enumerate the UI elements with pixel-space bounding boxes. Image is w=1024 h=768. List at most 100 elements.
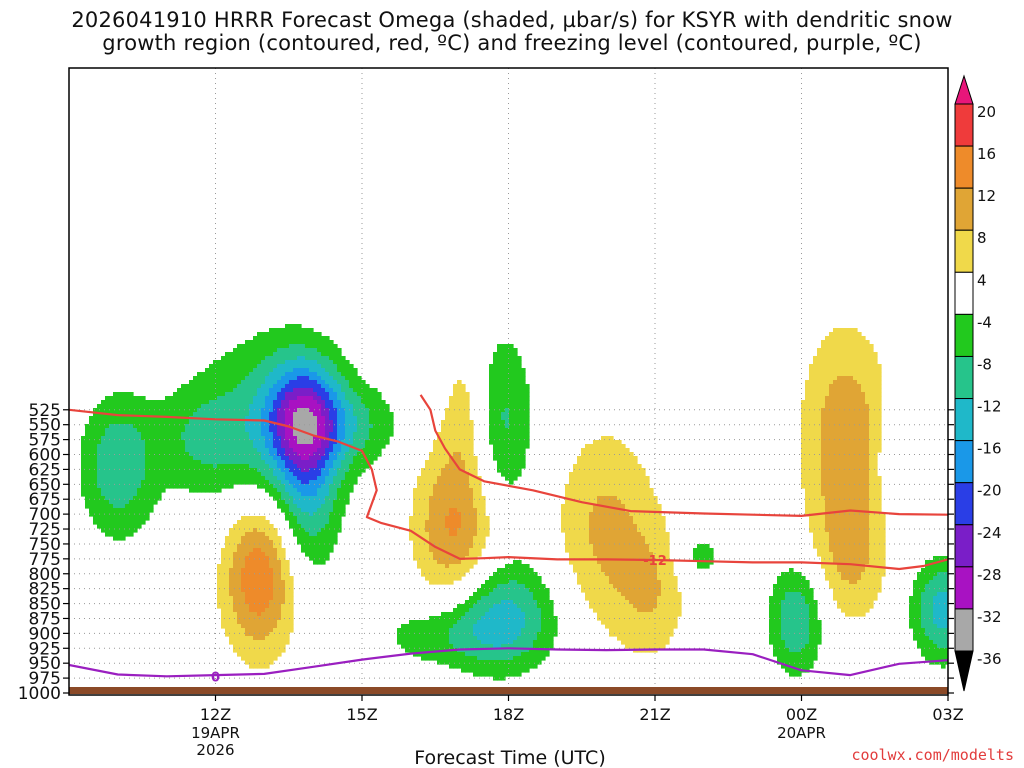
omega-cell [141,484,146,489]
omega-cell [341,408,346,413]
omega-cell [517,620,522,625]
omega-cell [513,404,518,409]
omega-cell [225,456,230,461]
omega-cell [505,444,510,449]
omega-cell [421,640,426,645]
omega-cell [245,400,250,405]
omega-cell [153,428,158,433]
omega-cell [349,456,354,461]
omega-cell [353,444,358,449]
omega-cell [429,640,434,645]
omega-cell [141,480,146,485]
omega-cell [201,408,206,413]
omega-cell [433,516,438,521]
omega-cell [553,628,558,633]
omega-cell [281,644,286,649]
omega-cell [441,536,446,541]
omega-cell [289,588,294,593]
omega-cell [261,556,266,561]
omega-cell [217,476,222,481]
omega-cell [429,464,434,469]
omega-cell [149,468,154,473]
omega-cell [473,616,478,621]
omega-cell [325,380,330,385]
omega-cell [185,460,190,465]
omega-cell [89,440,94,445]
omega-cell [217,564,222,569]
omega-cell [425,532,430,537]
omega-cell [233,628,238,633]
omega-cell [177,480,182,485]
omega-cell [321,388,326,393]
omega-cell [253,348,258,353]
omega-cell [289,460,294,465]
omega-cell [241,600,246,605]
omega-cell [505,656,510,661]
omega-cell [189,440,194,445]
omega-cell [285,348,290,353]
omega-cell [321,536,326,541]
omega-cell [297,520,302,525]
omega-cell [321,552,326,557]
omega-cell [225,468,230,473]
omega-cell [321,528,326,533]
omega-cell [301,436,306,441]
omega-cell [329,480,334,485]
omega-cell [109,468,114,473]
omega-cell [461,432,466,437]
omega-cell [545,644,550,649]
omega-cell [317,540,322,545]
omega-cell [217,448,222,453]
omega-cell [277,652,282,657]
omega-cell [185,480,190,485]
omega-cell [509,572,514,577]
omega-cell [97,492,102,497]
omega-cell [297,536,302,541]
omega-cell [249,408,254,413]
omega-cell [441,424,446,429]
omega-cell [229,456,234,461]
omega-cell [445,480,450,485]
omega-cell [577,464,582,469]
omega-cell [281,456,286,461]
omega-cell [365,412,370,417]
omega-cell [269,408,274,413]
omega-cell [441,516,446,521]
omega-cell [289,436,294,441]
omega-cell [525,624,530,629]
omega-cell [233,456,238,461]
omega-cell [541,584,546,589]
omega-cell [113,444,118,449]
omega-cell [189,460,194,465]
omega-cell [101,480,106,485]
omega-cell [333,388,338,393]
omega-cell [497,656,502,661]
omega-cell [333,528,338,533]
omega-cell [353,432,358,437]
omega-cell [137,428,142,433]
omega-cell [541,608,546,613]
omega-cell [425,472,430,477]
omega-cell [509,452,514,457]
omega-cell [445,552,450,557]
omega-cell [125,456,130,461]
omega-cell [297,532,302,537]
omega-cell [197,424,202,429]
omega-cell [493,660,498,665]
omega-cell [329,424,334,429]
omega-cell [289,484,294,489]
omega-cell [469,468,474,473]
omega-cell [205,464,210,469]
omega-cell [257,484,262,489]
omega-cell [109,508,114,513]
omega-cell [313,424,318,429]
omega-cell [277,468,282,473]
omega-cell [197,440,202,445]
omega-cell [141,404,146,409]
omega-cell [237,528,242,533]
omega-cell [305,444,310,449]
omega-cell [489,372,494,377]
omega-cell [245,436,250,441]
omega-cell [265,424,270,429]
omega-cell [333,448,338,453]
